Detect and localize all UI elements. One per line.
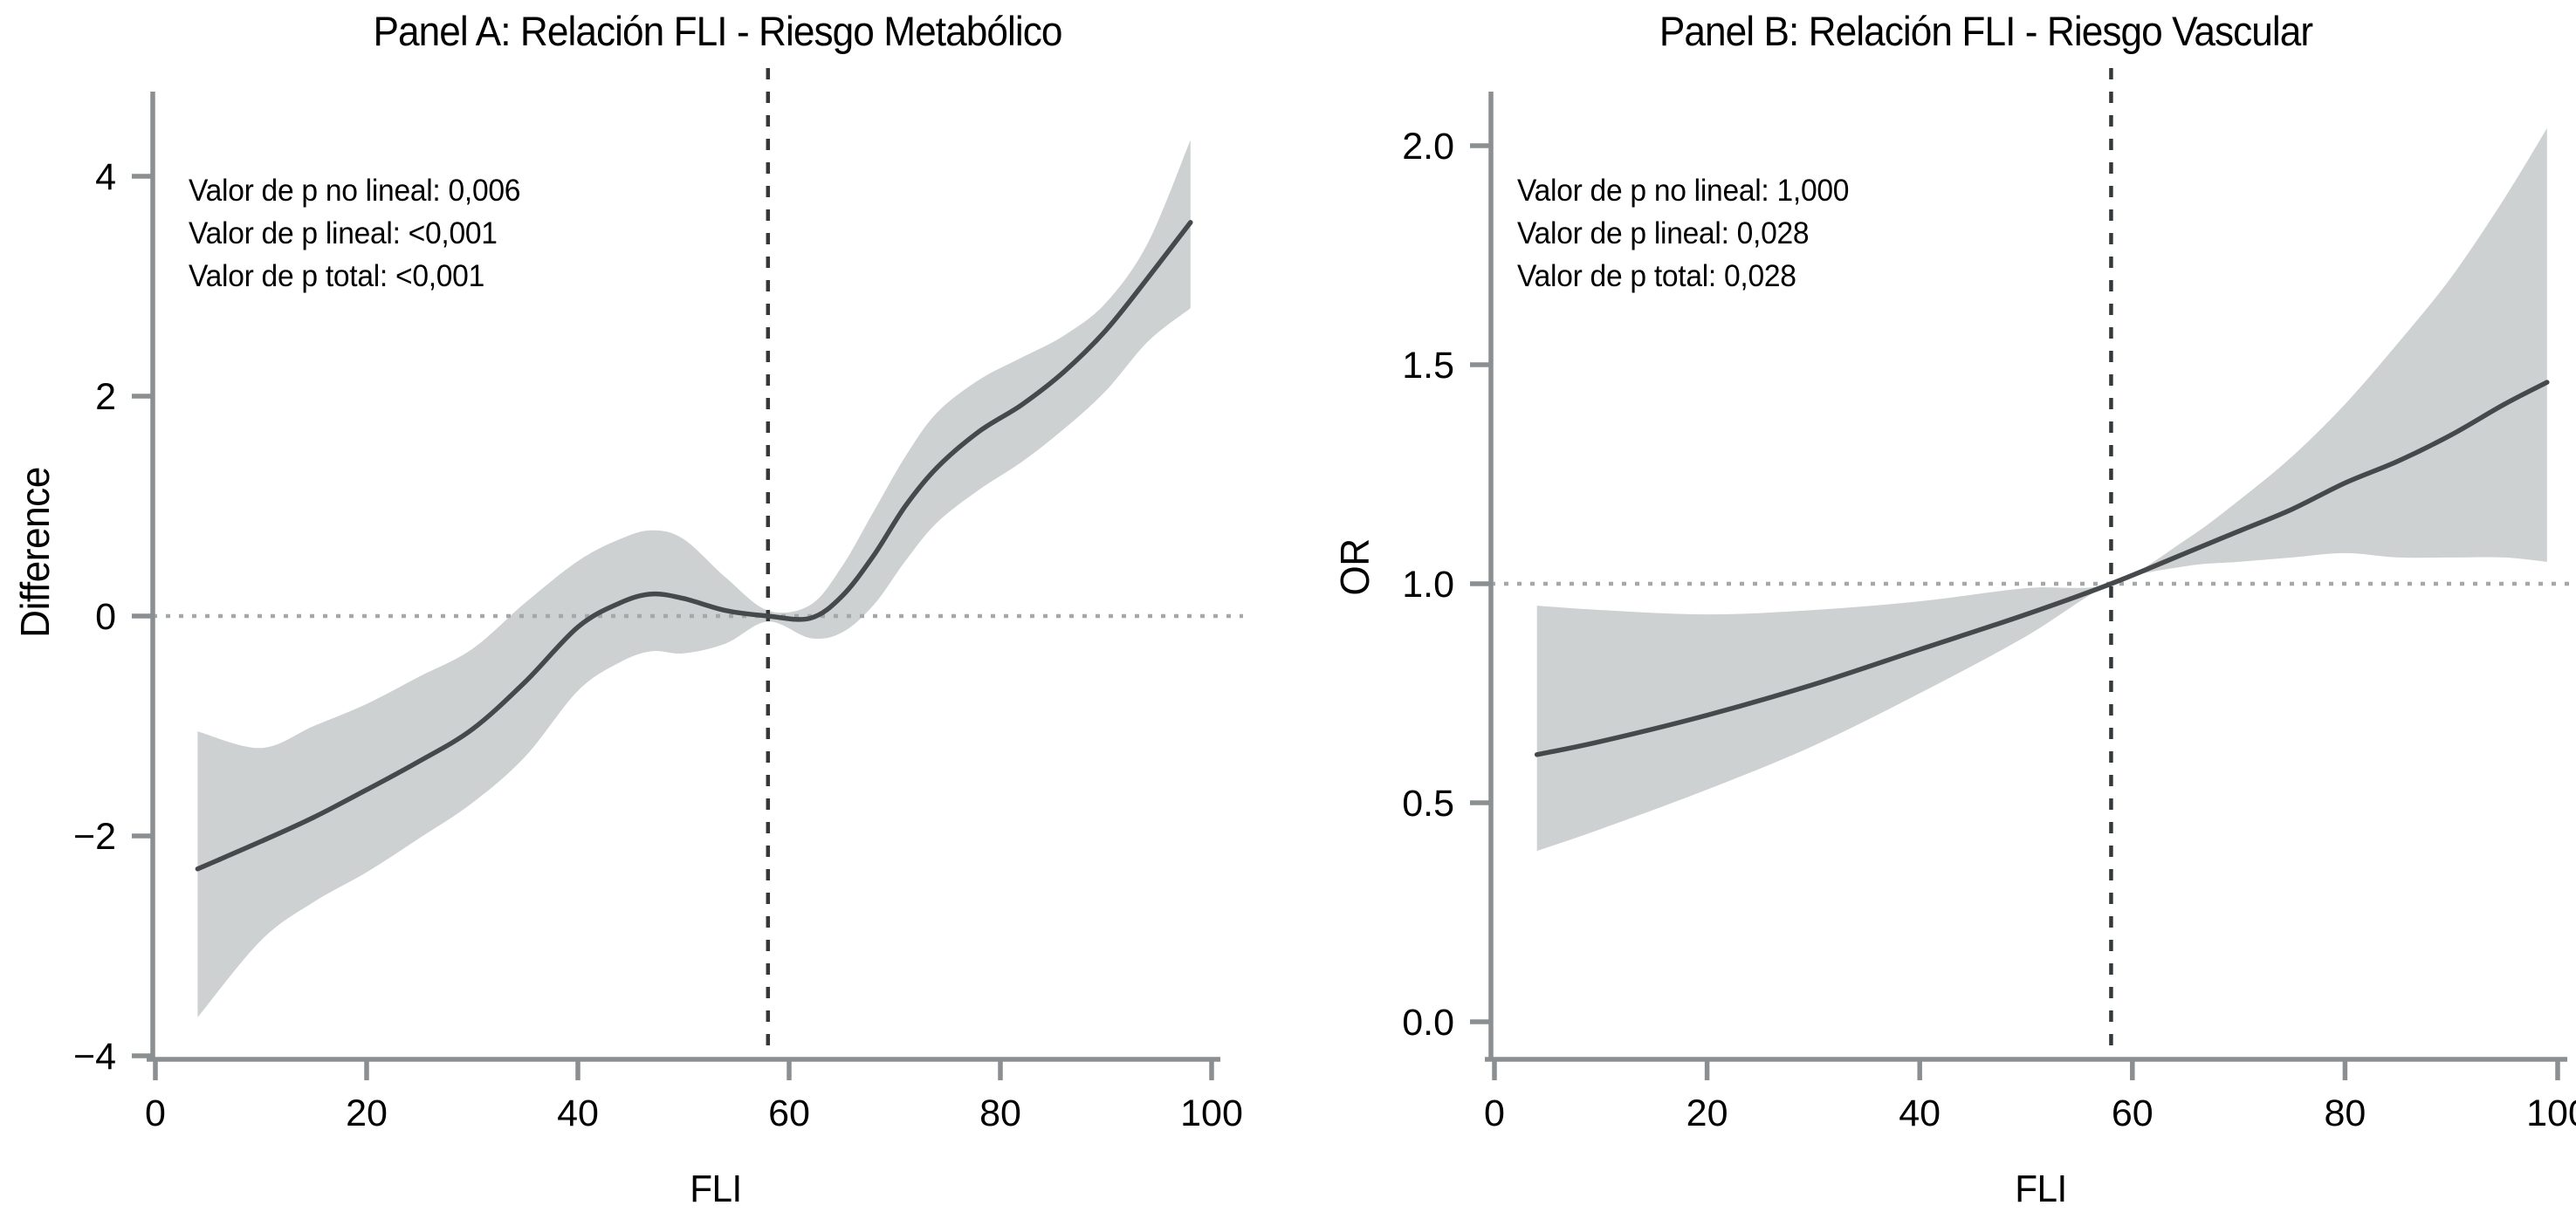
- panel-a-x-tick-label: 60: [768, 1092, 810, 1134]
- panel-a-y-tick-label: 4: [95, 156, 116, 198]
- panel-a-y-tick-label: 0: [95, 596, 116, 638]
- panel-a-y-tick-label: −4: [73, 1036, 116, 1078]
- panel-b-x-tick-label: 0: [1484, 1092, 1505, 1134]
- panel-b-pvalue-annotations: Valor de p no lineal: 1,000 Valor de p l…: [1517, 169, 1849, 298]
- panel-a-confidence-band: [197, 140, 1191, 1017]
- panel-b-y-tick-label: 1.0: [1402, 564, 1454, 606]
- panel-b-x-tick-label: 60: [2112, 1092, 2154, 1134]
- panel-a-p-linear: Valor de p lineal: <0,001: [189, 216, 498, 250]
- panel-b-confidence-band: [1536, 127, 2547, 852]
- panel-b-p-total: Valor de p total: 0,028: [1517, 259, 1796, 293]
- panel-a-y-tick-label: −2: [73, 816, 116, 858]
- panel-a-p-nonlinear: Valor de p no lineal: 0,006: [189, 174, 521, 208]
- panel-a-y-tick-label: 2: [95, 376, 116, 418]
- panel-b-x-tick-label: 20: [1686, 1092, 1728, 1134]
- panel-a-x-tick-label: 20: [346, 1092, 388, 1134]
- panel-b-y-tick-label: 0.5: [1402, 783, 1454, 825]
- panel-a-pvalue-annotations: Valor de p no lineal: 0,006 Valor de p l…: [189, 169, 520, 298]
- panel-b-y-tick-label: 2.0: [1402, 126, 1454, 168]
- panel-b-p-nonlinear: Valor de p no lineal: 1,000: [1517, 174, 1850, 208]
- panel-a-title: Panel A: Relación FLI - Riesgo Metabólic…: [373, 8, 1062, 54]
- panel-a-spline-curve: [195, 220, 1193, 872]
- panel-b-x-tick-label: 80: [2324, 1092, 2366, 1134]
- panel-a-x-axis-label: FLI: [690, 1168, 742, 1210]
- panel-b-y-tick-label: 1.5: [1402, 345, 1454, 387]
- panel-a-x-tick-label: 100: [1180, 1092, 1243, 1134]
- panel-a-x-tick-label: 80: [979, 1092, 1021, 1134]
- panel-a-x-tick-label: 0: [145, 1092, 166, 1134]
- panel-b-x-axis-label: FLI: [2015, 1168, 2067, 1210]
- panel-a-p-total: Valor de p total: <0,001: [189, 259, 484, 293]
- panel-b-x-tick-label: 100: [2526, 1092, 2576, 1134]
- panel-b-spline-curve: [1534, 380, 2550, 757]
- panel-b-p-linear: Valor de p lineal: 0,028: [1517, 216, 1810, 250]
- panel-b-y-tick-label: 0.0: [1402, 1002, 1454, 1044]
- panel-b-x-tick-label: 40: [1899, 1092, 1941, 1134]
- panel-b-title: Panel B: Relación FLI - Riesgo Vascular: [1659, 8, 2313, 54]
- panel-a-x-tick-label: 40: [557, 1092, 599, 1134]
